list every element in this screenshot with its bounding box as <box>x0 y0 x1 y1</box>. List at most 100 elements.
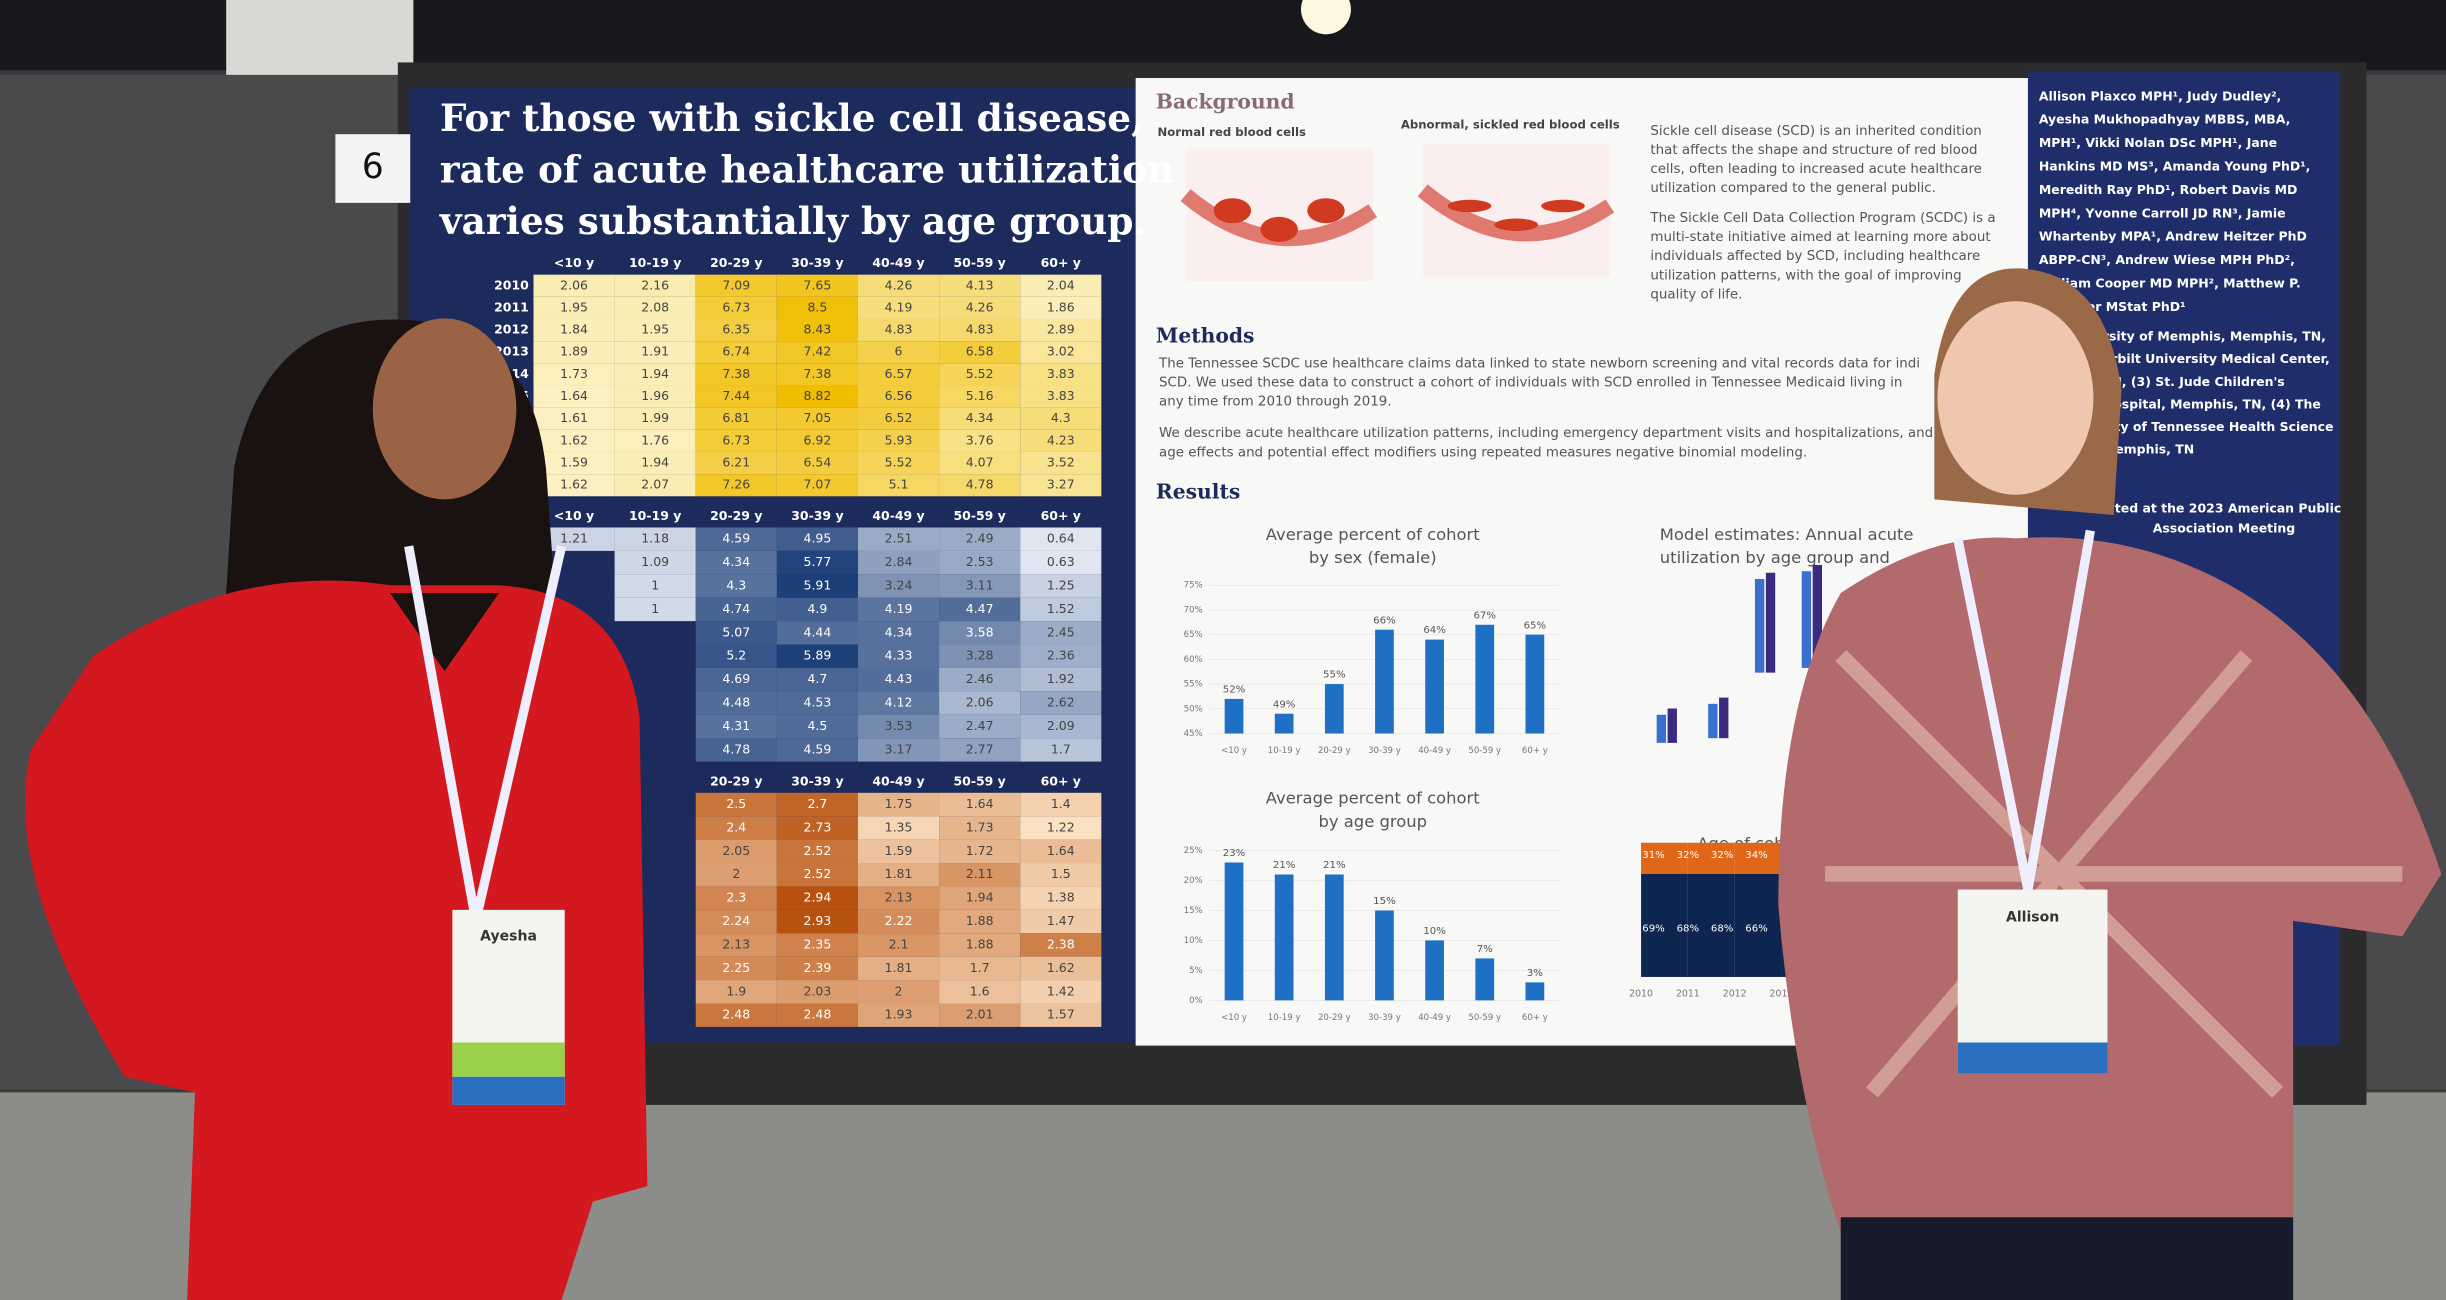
table-header: 50-59 y <box>953 508 1005 523</box>
badge-stripe <box>452 1042 565 1077</box>
cell-value: 6.74 <box>722 344 750 359</box>
table-header: 60+ y <box>1041 255 1081 270</box>
cell-value: 4.59 <box>804 741 832 756</box>
table-cell <box>857 644 940 668</box>
table-cell <box>939 341 1021 364</box>
cell-value: 1.88 <box>966 913 994 928</box>
table-cell <box>776 738 858 762</box>
image-label: Normal red blood cells <box>1157 125 1306 139</box>
cell-value: 1.94 <box>966 890 994 905</box>
y-tick-label: 0% <box>1189 996 1203 1006</box>
table-cell <box>695 318 777 342</box>
y-tick-label: 20% <box>1184 876 1203 886</box>
cell-value: 1.61 <box>560 410 588 425</box>
cell-value: 1.95 <box>641 322 669 337</box>
cell-value: 7.38 <box>804 366 832 381</box>
cell-value: 2.46 <box>966 671 994 686</box>
cell-value: 2.84 <box>885 554 913 569</box>
section-heading: Results <box>1156 480 1240 504</box>
cell-value: 3.83 <box>1047 366 1075 381</box>
table-cell <box>776 474 858 497</box>
table-cell <box>939 839 1021 864</box>
poster-number: 6 <box>362 147 384 187</box>
cell-value: 1.99 <box>641 410 669 425</box>
cell-value: 4.19 <box>885 601 913 616</box>
table-cell <box>939 621 1021 645</box>
trousers <box>1840 1217 2294 1300</box>
cell-value: 4.19 <box>885 299 913 314</box>
affiliation-line: sity of Tennessee Health Science <box>2103 419 2334 434</box>
table-cell <box>533 341 615 364</box>
body-text: Sickle cell disease (SCD) is an inherite… <box>1650 124 1981 139</box>
body-text: utilization patterns, with the goal of i… <box>1650 268 1961 283</box>
table-cell <box>1020 956 1102 981</box>
table-cell <box>695 363 777 386</box>
x-tick-label: 40-49 y <box>1418 1013 1451 1023</box>
cell-value: 2.47 <box>966 718 994 733</box>
cell-value: 5.2 <box>726 648 746 663</box>
table-cell <box>939 691 1021 715</box>
table-cell <box>614 296 696 319</box>
table-cell <box>533 451 615 475</box>
cell-value: 2.07 <box>641 477 669 492</box>
patterned-blouse <box>1778 537 2442 1233</box>
cell-value: 2.4 <box>726 819 746 834</box>
table-cell <box>776 644 858 668</box>
model-bar <box>1765 572 1776 673</box>
table-cell <box>939 714 1021 739</box>
cell-value: 2.45 <box>1047 624 1075 639</box>
face <box>372 318 517 500</box>
body-text: SCD. We used these data to construct a c… <box>1159 376 1902 391</box>
table-cell <box>695 621 777 645</box>
table-cell <box>939 474 1021 497</box>
table-cell <box>857 886 940 910</box>
table-cell <box>614 274 696 297</box>
x-tick-label: 2011 <box>1676 989 1700 1000</box>
table-cell <box>695 667 777 692</box>
table-cell <box>857 909 940 934</box>
data-label: 64% <box>1423 625 1446 636</box>
body-text: We describe acute healthcare utilization… <box>1159 426 1933 441</box>
table-cell <box>939 644 1021 668</box>
cell-value: 2.53 <box>966 554 994 569</box>
table-cell <box>1020 550 1102 575</box>
cell-value: 4.12 <box>885 695 913 710</box>
cell-value: 1.88 <box>966 936 994 951</box>
x-tick-label: 10-19 y <box>1268 1013 1301 1023</box>
table-cell <box>695 714 777 739</box>
author-line: Allison Plaxco MPH¹, Judy Dudley², <box>2039 88 2281 103</box>
data-label: 65% <box>1524 620 1547 631</box>
cell-value: 2.09 <box>1047 718 1075 733</box>
cell-value: 1.92 <box>1047 671 1075 686</box>
cell-value: 4.5 <box>807 718 827 733</box>
table-cell <box>776 1003 858 1027</box>
cell-value: 2.39 <box>804 960 832 975</box>
cell-value: 4.95 <box>804 531 832 546</box>
table-cell <box>857 980 940 1004</box>
cell-value: 1.4 <box>1051 796 1071 811</box>
table-header: 30-39 y <box>791 508 843 523</box>
table-header: <10 y <box>554 255 594 270</box>
table-cell <box>776 341 858 364</box>
table-cell <box>1020 863 1102 887</box>
cell-value: 1.93 <box>885 1007 913 1022</box>
bar <box>1224 698 1244 734</box>
x-tick-label: 30-39 y <box>1368 1013 1401 1023</box>
table-cell <box>776 407 858 430</box>
table-cell <box>1020 886 1102 910</box>
table-cell <box>939 956 1021 981</box>
cell-value: 4.48 <box>722 695 750 710</box>
cell-value: 1.86 <box>1047 299 1075 314</box>
table-cell <box>695 691 777 715</box>
table-cell <box>857 550 940 575</box>
cell-value: 4.13 <box>966 277 994 292</box>
cell-value: 6.57 <box>885 366 913 381</box>
model-bar <box>1754 578 1765 673</box>
table-cell <box>939 527 1021 551</box>
table-cell <box>776 886 858 910</box>
cell-value: 1.73 <box>560 366 588 381</box>
cell-value: 2.05 <box>722 843 750 858</box>
data-label: 7% <box>1477 944 1493 955</box>
cell-value: 1.91 <box>641 344 669 359</box>
